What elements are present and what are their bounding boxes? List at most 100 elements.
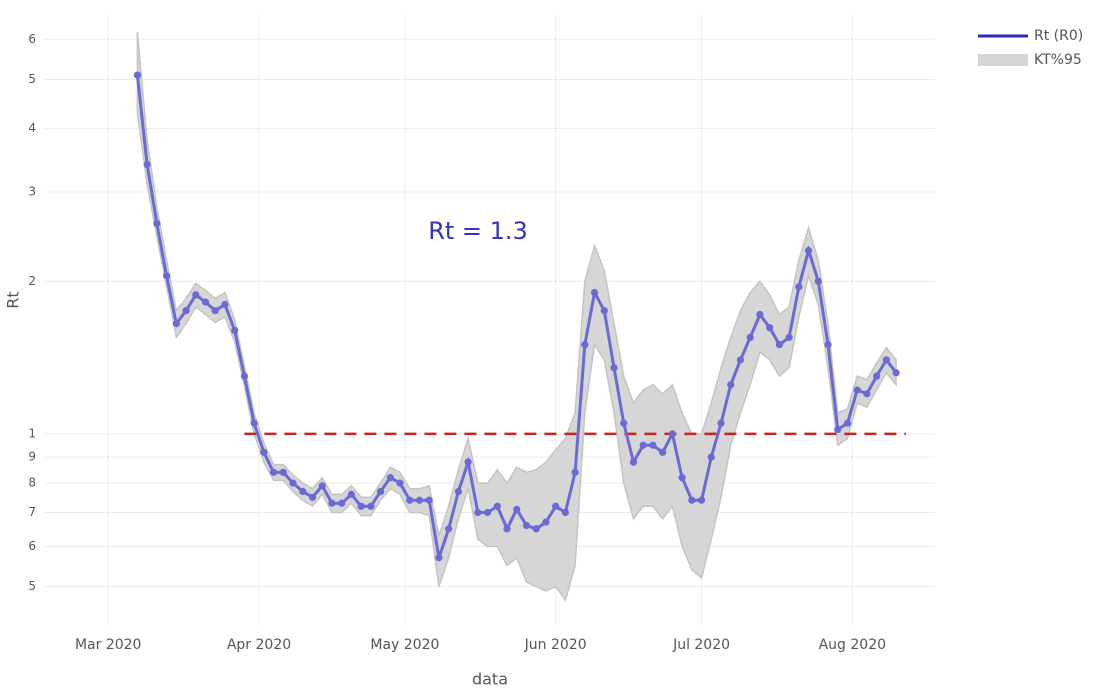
point <box>133 71 142 79</box>
point <box>814 277 822 285</box>
point <box>503 525 511 533</box>
confidence-band <box>136 32 897 602</box>
annotation: Rt = 1.3 <box>428 217 528 245</box>
point <box>629 458 638 466</box>
point <box>561 508 569 517</box>
point <box>425 496 433 504</box>
point <box>610 364 618 372</box>
point <box>231 326 239 335</box>
point <box>415 496 424 504</box>
point <box>736 356 745 364</box>
y-tick-label: 9 <box>28 450 36 464</box>
point <box>162 272 171 280</box>
point <box>804 246 813 255</box>
point <box>659 448 667 456</box>
point <box>581 341 589 349</box>
point <box>308 493 317 501</box>
point <box>892 369 900 377</box>
point <box>445 525 453 533</box>
point <box>834 425 842 434</box>
point <box>396 479 404 487</box>
y-tick-label: 1 <box>28 426 36 440</box>
legend-label: Rt (R0) <box>1034 28 1083 44</box>
point <box>697 496 706 504</box>
point <box>269 468 278 476</box>
point <box>406 496 414 504</box>
point <box>600 307 608 315</box>
point <box>668 430 676 438</box>
point <box>474 508 482 517</box>
point <box>192 291 200 299</box>
point <box>873 372 881 380</box>
point <box>483 508 492 517</box>
point <box>853 386 861 394</box>
x-tick-label: Apr 2020 <box>227 637 291 653</box>
point <box>620 419 628 427</box>
point <box>153 219 161 228</box>
point <box>347 490 355 498</box>
point <box>532 525 540 533</box>
point <box>688 496 696 504</box>
point <box>289 479 297 487</box>
y-tick-label: 7 <box>28 505 36 519</box>
point <box>746 333 754 342</box>
y-tick-label: 3 <box>28 184 36 198</box>
point <box>756 310 764 319</box>
y-axis-label: Rt <box>4 291 23 308</box>
point <box>376 487 385 496</box>
point <box>717 419 725 427</box>
point <box>882 356 890 364</box>
legend-swatch <box>978 54 1028 66</box>
y-tick-label: 6 <box>28 32 36 46</box>
point <box>454 487 462 496</box>
point <box>260 448 268 456</box>
point <box>338 499 346 507</box>
point <box>386 474 394 482</box>
point <box>863 390 871 398</box>
point <box>843 419 852 427</box>
x-tick-label: May 2020 <box>370 637 439 653</box>
x-tick-label: Jul 2020 <box>672 637 730 653</box>
point <box>211 307 219 315</box>
point <box>571 468 579 476</box>
y-tick-label: 2 <box>28 274 36 288</box>
point <box>707 453 715 461</box>
point <box>172 320 180 328</box>
x-tick-label: Aug 2020 <box>819 637 886 653</box>
x-tick-label: Mar 2020 <box>75 637 142 653</box>
point <box>775 341 783 349</box>
point <box>250 419 258 427</box>
y-tick-label: 6 <box>28 539 36 553</box>
point <box>182 307 190 315</box>
point <box>318 482 326 490</box>
point <box>493 502 501 510</box>
point <box>542 518 550 526</box>
point <box>240 372 248 380</box>
point <box>678 474 686 482</box>
point <box>785 333 793 342</box>
point <box>639 441 647 449</box>
y-tick-label: 8 <box>28 476 36 490</box>
x-axis-label: data <box>472 670 508 689</box>
point <box>795 283 803 291</box>
point <box>357 502 365 510</box>
point <box>221 300 229 309</box>
point <box>464 458 472 466</box>
point <box>824 341 832 349</box>
point <box>590 288 599 297</box>
point <box>143 160 151 169</box>
point <box>727 381 735 389</box>
x-tick-label: Jun 2020 <box>524 637 587 653</box>
point <box>766 324 774 332</box>
y-tick-label: 5 <box>28 72 36 86</box>
point <box>367 502 375 510</box>
point <box>299 487 307 496</box>
point <box>513 505 521 513</box>
point <box>522 521 531 530</box>
point <box>328 499 336 507</box>
legend-label: KT%95 <box>1034 52 1082 68</box>
point <box>435 554 443 562</box>
point <box>201 298 210 306</box>
